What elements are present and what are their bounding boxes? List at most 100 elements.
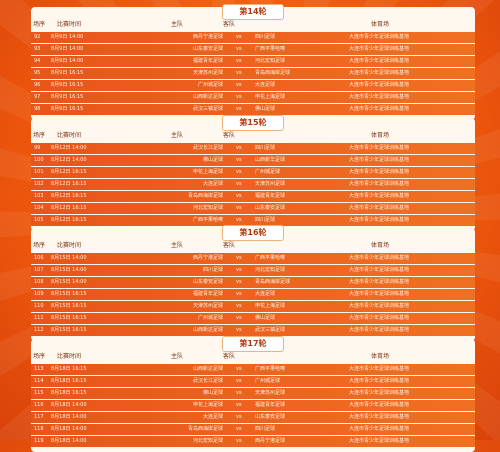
match-number: 110 [34,303,44,309]
vs-label: vs [236,402,242,408]
venue: 大连市青少年足球训练基地 [349,205,410,211]
home-team: 青岛西海岸足球 [187,426,223,432]
match-row: 113 8月18日 16:15 山西新达足球 广西平果哈嘹 大连市青少年足球训练基地 vs [31,364,475,375]
vs-label: vs [236,193,242,199]
match-row: 103 8月12日 16:15 青岛西海岸足球 福建青年足球 大连市青少年足球训练基地 v… [31,191,475,202]
away-team: 天津苏州足球 [255,181,286,187]
match-row: 119 8月18日 14:00 河北宏知足球 西丹宁港足球 大连市青少年足球训练基地 vs [31,436,475,447]
header-away: 客队 [223,242,236,249]
header-away: 客队 [223,353,236,360]
table-header: 场序 比赛时间 主队 客队 体育场 [31,18,475,31]
match-time: 8月9日 16:15 [51,82,84,88]
match-row: 107 8月15日 14:00 四川足球 河北宏知足球 大连市青少年足球训练基地 vs [31,265,475,276]
match-time: 8月12日 14:00 [51,157,87,163]
match-row: 99 8月12日 14:00 武汉长江足球 四川足球 大连市青少年足球训练基地 vs [31,143,475,154]
header-away: 客队 [223,132,236,139]
away-team: 大连足球 [255,291,276,297]
match-number: 99 [34,145,41,151]
vs-label: vs [236,390,242,396]
match-time: 8月18日 16:15 [51,378,87,384]
header-venue: 体育场 [371,132,390,139]
vs-label: vs [236,145,242,151]
away-team: 佛山足球 [255,315,276,321]
table-header: 场序 比赛时间 主队 客队 体育场 [31,129,475,142]
match-row: 115 8月18日 16:15 佛山足球 天津苏州足球 大连市青少年足球训练基地 vs [31,388,475,399]
home-team: 西丹宁港足球 [192,255,223,261]
vs-label: vs [236,181,242,187]
table-header: 场序 比赛时间 主队 客队 体育场 [31,350,475,363]
away-team: 广西平果哈嘹 [255,46,286,52]
round-title: 第16轮 [222,225,284,241]
match-number: 101 [34,169,44,175]
venue: 大连市青少年足球训练基地 [349,58,410,64]
away-team: 西丹宁港足球 [255,438,286,444]
away-team: 广州城足球 [255,378,281,384]
venue: 大连市青少年足球训练基地 [349,46,410,52]
vs-label: vs [236,414,242,420]
match-number: 107 [34,267,44,273]
match-row: 92 8月9日 14:00 西丹宁港足球 四川足球 大连市青少年足球训练基地 vs [31,32,475,43]
home-team: 武汉长江足球 [192,378,223,384]
header-venue: 体育场 [371,353,390,360]
vs-label: vs [236,58,242,64]
match-row: 109 8月15日 16:15 福建青年足球 大连足球 大连市青少年足球训练基地 vs [31,289,475,300]
match-time: 8月9日 16:15 [51,70,84,76]
header-home: 主队 [171,242,184,249]
header-no: 场序 [33,21,46,28]
match-time: 8月12日 16:15 [51,181,87,187]
match-row: 102 8月12日 16:15 大连足球 天津苏州足球 大连市青少年足球训练基地 vs [31,179,475,190]
match-row: 98 8月9日 16:15 武汉三镇足球 佛山足球 大连市青少年足球训练基地 vs [31,104,475,115]
venue: 大连市青少年足球训练基地 [349,390,410,396]
match-time: 8月12日 16:15 [51,205,87,211]
match-time: 8月15日 14:00 [51,255,87,261]
match-time: 8月12日 16:15 [51,217,87,223]
match-time: 8月9日 16:15 [51,106,84,112]
home-team: 山西新达足球 [192,94,223,100]
vs-label: vs [236,291,242,297]
vs-label: vs [236,34,242,40]
match-time: 8月15日 16:15 [51,303,87,309]
venue: 大连市青少年足球训练基地 [349,145,410,151]
vs-label: vs [236,205,242,211]
header-home: 主队 [171,132,184,139]
header-no: 场序 [33,242,46,249]
table-header: 场序 比赛时间 主队 客队 体育场 [31,239,475,252]
home-team: 西丹宁港足球 [192,34,223,40]
away-team: 山东泰安足球 [255,205,286,211]
match-number: 102 [34,181,44,187]
away-team: 四川足球 [255,145,276,151]
match-time: 8月9日 14:00 [51,58,84,64]
match-number: 94 [34,58,41,64]
match-time: 8月15日 16:15 [51,327,87,333]
match-row: 114 8月18日 16:15 武汉长江足球 广州城足球 大连市青少年足球训练基地 vs [31,376,475,387]
venue: 大连市青少年足球训练基地 [349,193,410,199]
venue: 大连市青少年足球训练基地 [349,106,410,112]
match-time: 8月9日 14:00 [51,46,84,52]
match-time: 8月18日 14:00 [51,426,87,432]
match-number: 116 [34,402,44,408]
match-time: 8月12日 16:15 [51,193,87,199]
header-venue: 体育场 [371,242,390,249]
header-time: 比赛时间 [57,21,82,28]
home-team: 山西新达足球 [192,366,223,372]
vs-label: vs [236,438,242,444]
home-team: 福建青年足球 [192,58,223,64]
match-list: 113 8月18日 16:15 山西新达足球 广西平果哈嘹 大连市青少年足球训练基地 vs… [31,364,475,448]
vs-label: vs [236,267,242,273]
match-row: 101 8月12日 16:15 申花上海足球 广州城足球 大连市青少年足球训练基地 vs [31,167,475,178]
away-team: 申花上海足球 [255,303,286,309]
match-row: 111 8月15日 16:15 广州城足球 佛山足球 大连市青少年足球训练基地 vs [31,313,475,324]
away-team: 青岛西海岸足球 [255,279,291,285]
home-team: 申花上海足球 [192,169,223,175]
match-row: 95 8月9日 16:15 天津苏州足球 青岛西海岸足球 大连市青少年足球训练基地 vs [31,68,475,79]
match-time: 8月18日 14:00 [51,438,87,444]
home-team: 山东泰安足球 [192,279,223,285]
home-team: 河北宏知足球 [192,438,223,444]
match-time: 8月15日 14:00 [51,279,87,285]
vs-label: vs [236,315,242,321]
home-team: 山西新达足球 [192,327,223,333]
venue: 大连市青少年足球训练基地 [349,157,410,163]
match-row: 118 8月18日 14:00 青岛西海岸足球 四川足球 大连市青少年足球训练基地 vs [31,424,475,435]
match-number: 119 [34,438,44,444]
round-panel: 第15轮 场序 比赛时间 主队 客队 体育场 99 8月12日 14:00 武汉长江足球 四川足球… [31,115,475,231]
